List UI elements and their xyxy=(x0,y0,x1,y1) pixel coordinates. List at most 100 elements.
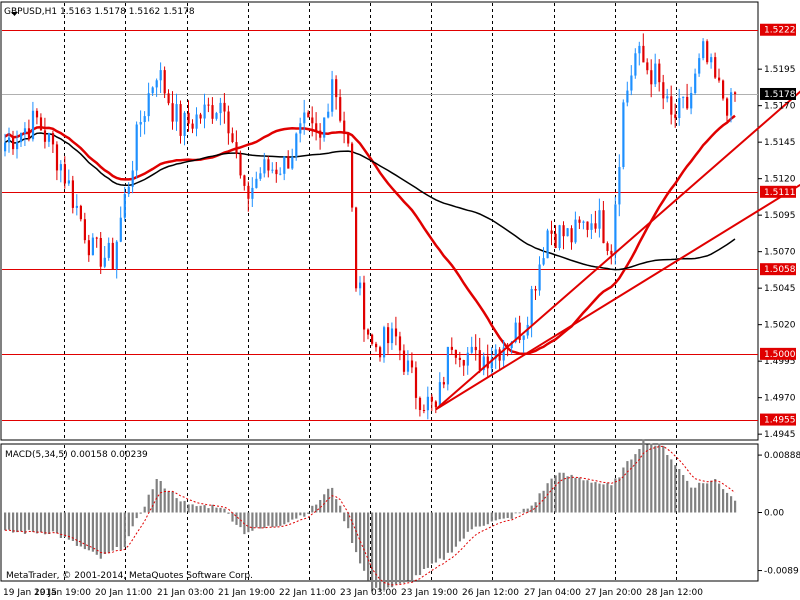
macd-bar xyxy=(103,512,106,554)
macd-bar xyxy=(502,512,505,519)
macd-bar xyxy=(283,512,286,525)
macd-bar xyxy=(542,490,545,513)
macd-bar xyxy=(730,496,733,513)
candle-body xyxy=(450,346,453,350)
candle-body xyxy=(12,137,15,150)
candle-body xyxy=(247,185,250,199)
candle-body xyxy=(690,93,693,109)
candle-body xyxy=(287,156,290,169)
macd-bar xyxy=(319,500,322,513)
candle-body xyxy=(67,180,70,184)
candle-body xyxy=(31,110,35,140)
macd-bar xyxy=(83,512,86,550)
candle-body xyxy=(71,180,74,208)
price-tick-label: 1.4970 xyxy=(764,394,796,404)
macd-bar xyxy=(71,512,74,541)
candle-body xyxy=(131,170,134,187)
price-tick-label: 1.5095 xyxy=(764,211,796,221)
current-price-label: 1.5178 xyxy=(764,90,796,100)
macd-bar xyxy=(20,512,23,532)
macd-bar xyxy=(550,478,553,513)
macd-bar xyxy=(438,512,441,559)
macd-bar xyxy=(590,482,593,513)
macd-bar xyxy=(75,512,78,546)
macd-bar xyxy=(8,512,11,530)
x-tick-label: 23 Jan 19:00 xyxy=(401,588,458,598)
candle-body xyxy=(582,221,585,223)
candle-body xyxy=(87,240,90,256)
candle-body xyxy=(239,153,242,176)
level-label: 1.5222 xyxy=(764,26,796,36)
macd-bar xyxy=(247,512,250,533)
macd-bar xyxy=(379,512,382,591)
candle-body xyxy=(263,159,266,174)
macd-bar xyxy=(223,508,226,513)
macd-bar xyxy=(383,512,386,590)
candle-body xyxy=(722,80,725,99)
candle-body xyxy=(486,356,489,369)
macd-bar xyxy=(299,512,302,516)
macd-bar xyxy=(418,512,422,575)
price-pane xyxy=(0,1,759,441)
macd-bar xyxy=(155,479,158,513)
macd-bar xyxy=(131,512,134,527)
candle-body xyxy=(586,221,589,230)
candle-body xyxy=(99,238,102,267)
macd-bar xyxy=(311,505,314,513)
candle-body xyxy=(175,104,178,122)
macd-bar xyxy=(387,512,390,588)
macd-bar xyxy=(4,512,7,531)
level-label-box xyxy=(760,263,796,276)
macd-bar xyxy=(514,512,517,514)
candle-body xyxy=(291,156,294,169)
candle-body xyxy=(55,144,59,171)
macd-bar xyxy=(634,454,637,513)
price-tick-label: 1.5195 xyxy=(764,65,796,75)
macd-bar xyxy=(327,488,330,513)
candle-body xyxy=(327,111,330,118)
macd-bar xyxy=(335,499,338,513)
macd-bar xyxy=(263,512,266,528)
macd-bar xyxy=(359,512,362,564)
macd-bar xyxy=(526,508,529,513)
candle-body xyxy=(554,233,557,248)
macd-bar xyxy=(87,512,90,551)
candle-body xyxy=(51,133,55,145)
candle-body xyxy=(646,62,649,71)
candle-body xyxy=(562,225,565,237)
macd-bar xyxy=(143,506,146,513)
macd-bar xyxy=(123,512,126,548)
price-tick-label: 1.5045 xyxy=(764,284,796,294)
candle-body xyxy=(203,104,206,119)
macd-bar xyxy=(347,512,350,529)
macd-bar xyxy=(530,505,533,513)
macd-bar xyxy=(406,512,410,581)
candle-body xyxy=(115,241,118,269)
candle-body xyxy=(594,223,597,229)
candle-body xyxy=(550,230,553,234)
candle-body xyxy=(410,360,414,368)
candle-body xyxy=(442,382,445,385)
macd-bar xyxy=(127,512,130,537)
macd-bar xyxy=(295,512,298,519)
macd-bar xyxy=(343,512,346,522)
macd-bar xyxy=(622,467,625,513)
macd-bar xyxy=(654,445,657,513)
candle-body xyxy=(127,186,130,194)
candle-body xyxy=(43,130,47,142)
macd-bar xyxy=(490,512,493,522)
price-tick-label: 1.5070 xyxy=(764,248,796,258)
macd-bar xyxy=(646,444,649,513)
macd-bar xyxy=(610,485,613,513)
macd-bar xyxy=(135,512,138,519)
macd-header: MACD(5,34,5) 0.00158 0.00239 xyxy=(5,450,148,460)
macd-bar xyxy=(79,512,82,547)
macd-bar xyxy=(522,508,525,513)
x-tick-label: 28 Jan 12:00 xyxy=(646,588,703,598)
macd-bar xyxy=(402,512,406,583)
macd-bar xyxy=(159,481,162,513)
collapse-icon[interactable] xyxy=(11,12,18,16)
candle-body xyxy=(686,96,689,109)
candle-body xyxy=(219,102,222,114)
candle-body xyxy=(618,167,621,205)
